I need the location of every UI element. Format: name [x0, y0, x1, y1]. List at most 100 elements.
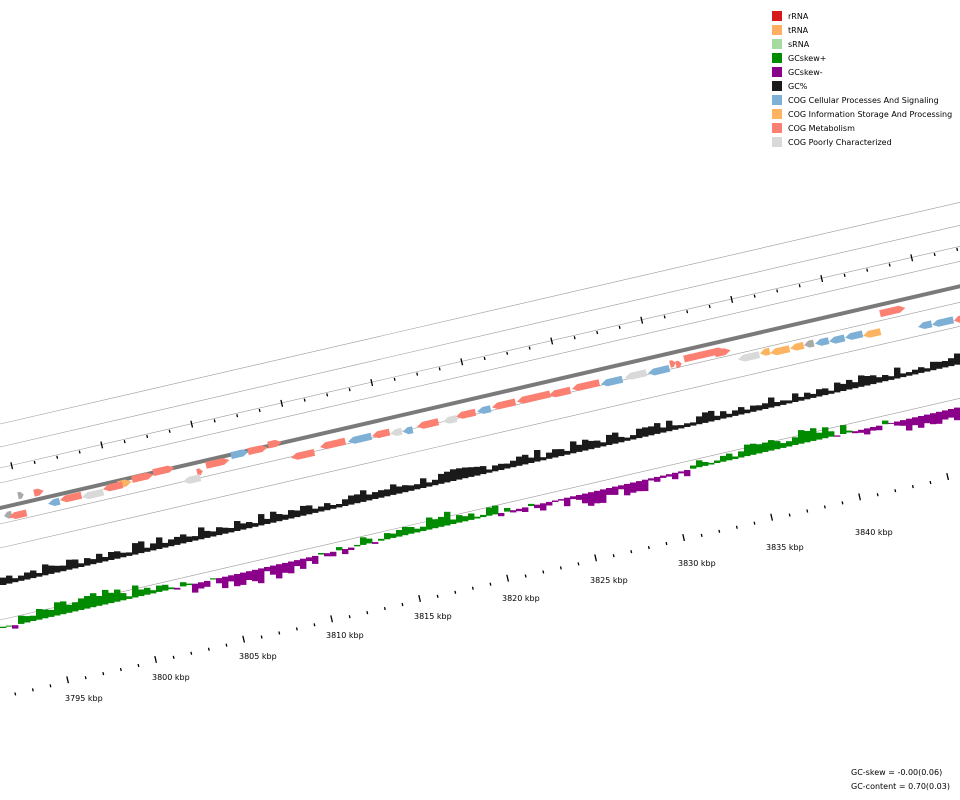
reverse-gene-arrow: [103, 481, 124, 492]
gc-content-bar: [528, 457, 535, 463]
gc-content-bar: [360, 490, 367, 502]
reverse-gene-arrow: [492, 398, 517, 410]
gc-content-bar: [636, 428, 643, 439]
gc-content-bar: [234, 521, 241, 531]
position-ruler-tick: [823, 505, 826, 509]
gc-content-bar: [84, 558, 91, 566]
gc-skew-positive-bar: [792, 437, 799, 445]
gc-content-bar: [546, 452, 553, 459]
gc-skew-negative-bar: [612, 486, 619, 495]
gc-skew-positive-bar: [726, 453, 733, 461]
gc-content-bar: [840, 383, 847, 391]
gc-skew-positive-bar: [138, 589, 145, 597]
gc-content-bar: [222, 527, 229, 534]
reverse-gene-arrow: [863, 328, 882, 338]
gc-content-bar: [714, 415, 721, 421]
track-guide-lines: [0, 201, 960, 621]
gc-content-bar: [276, 514, 283, 522]
outer-ruler-tick: [326, 393, 329, 397]
tick-label-3820: 3820 kbp: [502, 594, 540, 603]
gc-content-bar: [216, 527, 223, 536]
gc-content-bar: [396, 486, 403, 494]
gc-content-bar: [330, 505, 337, 509]
gc-content-bar: [348, 495, 355, 505]
gc-skew-positive-bar: [60, 601, 67, 615]
gc-content-bar: [66, 559, 73, 570]
gc-content-bar: [240, 523, 247, 530]
gc-content-bar: [900, 373, 907, 378]
position-ruler-tick: [102, 672, 105, 676]
gc-content-bar: [318, 506, 325, 512]
gc-skew-positive-bar: [210, 578, 217, 580]
outer-ruler-tick: [956, 247, 959, 251]
gc-content-bar: [882, 375, 889, 382]
position-ruler-tick: [137, 663, 140, 668]
track-guide-line: [0, 325, 960, 549]
gc-skew-positive-bar: [180, 582, 187, 587]
gc-content-bar: [48, 565, 55, 574]
gc-skew-negative-bar: [204, 580, 211, 587]
gc-skew-positive-bar: [444, 511, 451, 526]
gc-content-bar: [108, 552, 115, 560]
gc-content-bar: [888, 376, 895, 380]
outer-ruler-tick: [213, 419, 216, 423]
outer-ruler-tick: [910, 254, 914, 262]
gc-skew-negative-bar: [348, 547, 355, 550]
gc-skew-negative-bar: [900, 420, 907, 426]
gc-content-bar: [198, 527, 205, 540]
gc-content-bar: [444, 471, 451, 483]
gc-skew-positive-bar: [72, 602, 79, 612]
position-ruler-tick: [418, 594, 422, 603]
gc-skew-negative-bar: [516, 508, 523, 512]
gc-content-bar: [666, 420, 673, 432]
gc-content-bar: [414, 484, 421, 490]
gc-skew-negative-bar: [552, 500, 559, 502]
gc-skew-positive-bar: [84, 596, 91, 609]
gc-content-bar: [6, 575, 13, 584]
legend-item-cog-information: COG Information Storage And Processing: [772, 107, 952, 121]
gc-content-bar: [774, 402, 781, 407]
gc-skew-positive-bar: [54, 602, 61, 616]
gc-content-bar: [708, 410, 715, 422]
gc-content-bar: [942, 361, 949, 368]
position-ruler-tick: [594, 554, 598, 562]
reverse-gene-arrow: [417, 418, 440, 429]
reverse-gene-arrow: [601, 375, 624, 387]
gc-skew-negative-bar: [858, 429, 865, 433]
tick-label-3810: 3810 kbp: [326, 631, 364, 640]
legend-item-cog-metabolism: COG Metabolism: [772, 121, 952, 135]
position-ruler-tick: [225, 643, 228, 647]
legend-swatch-trna: [772, 25, 782, 35]
gc-skew-negative-bar: [834, 435, 841, 437]
outer-ruler-tick: [483, 356, 486, 361]
position-ruler-tick: [313, 623, 316, 627]
outer-ruler-tick: [236, 414, 239, 418]
gc-skew-positive-bar: [96, 596, 103, 606]
gc-skew-negative-bar: [510, 510, 517, 513]
position-ruler-tick: [506, 574, 510, 582]
gc-skew-negative-bar: [654, 476, 661, 482]
legend-item-srna: sRNA: [772, 37, 952, 51]
legend-label-gc-percent: GC%: [788, 81, 808, 91]
gc-skew-negative-bar: [864, 428, 871, 435]
outer-ruler-tick: [798, 284, 801, 288]
gc-skew-positive-bar: [42, 609, 49, 619]
gc-content-bar: [54, 565, 61, 573]
gc-skew-positive-bar: [150, 590, 157, 594]
gc-skew-negative-bar: [606, 488, 613, 495]
position-ruler-tick: [524, 574, 527, 578]
gc-skew-negative-bar: [234, 574, 241, 587]
gc-content-bar: [156, 537, 163, 549]
position-ruler-tick: [383, 606, 386, 611]
gc-skew-negative-bar: [330, 551, 337, 557]
tick-label-3805: 3805 kbp: [239, 652, 277, 661]
gc-content-bar: [870, 375, 877, 385]
gc-content-bar: [12, 578, 19, 583]
position-ruler-tick: [559, 566, 562, 570]
gc-skew-negative-bar: [924, 414, 931, 424]
gc-content-bar: [282, 514, 289, 520]
outer-ruler-tick: [348, 388, 351, 392]
gc-content-bar: [672, 425, 679, 430]
gc-content-bar: [474, 466, 481, 476]
gc-skew-negative-bar: [294, 560, 301, 567]
